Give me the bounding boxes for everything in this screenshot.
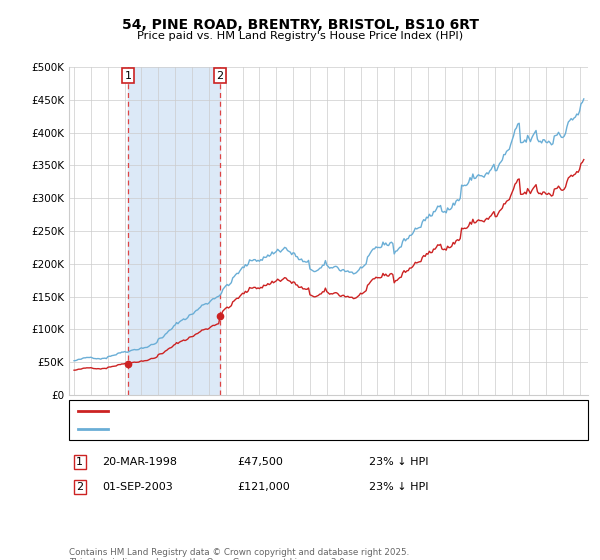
Text: 01-SEP-2003: 01-SEP-2003 <box>102 482 173 492</box>
Text: 2: 2 <box>76 482 83 492</box>
Text: £121,000: £121,000 <box>237 482 290 492</box>
Text: 1: 1 <box>125 71 131 81</box>
Text: 1: 1 <box>76 457 83 467</box>
Text: Contains HM Land Registry data © Crown copyright and database right 2025.
This d: Contains HM Land Registry data © Crown c… <box>69 548 409 560</box>
Text: 23% ↓ HPI: 23% ↓ HPI <box>369 457 428 467</box>
Text: 23% ↓ HPI: 23% ↓ HPI <box>369 482 428 492</box>
Text: £47,500: £47,500 <box>237 457 283 467</box>
Text: 20-MAR-1998: 20-MAR-1998 <box>102 457 177 467</box>
Bar <box>128 67 220 395</box>
Text: 54, PINE ROAD, BRENTRY, BRISTOL, BS10 6RT: 54, PINE ROAD, BRENTRY, BRISTOL, BS10 6R… <box>121 18 479 32</box>
Text: Price paid vs. HM Land Registry's House Price Index (HPI): Price paid vs. HM Land Registry's House … <box>137 31 463 41</box>
Text: HPI: Average price, semi-detached house, City of Bristol: HPI: Average price, semi-detached house,… <box>115 423 394 433</box>
Text: 54, PINE ROAD, BRENTRY, BRISTOL, BS10 6RT (semi-detached house): 54, PINE ROAD, BRENTRY, BRISTOL, BS10 6R… <box>115 407 461 417</box>
Text: 2: 2 <box>217 71 224 81</box>
